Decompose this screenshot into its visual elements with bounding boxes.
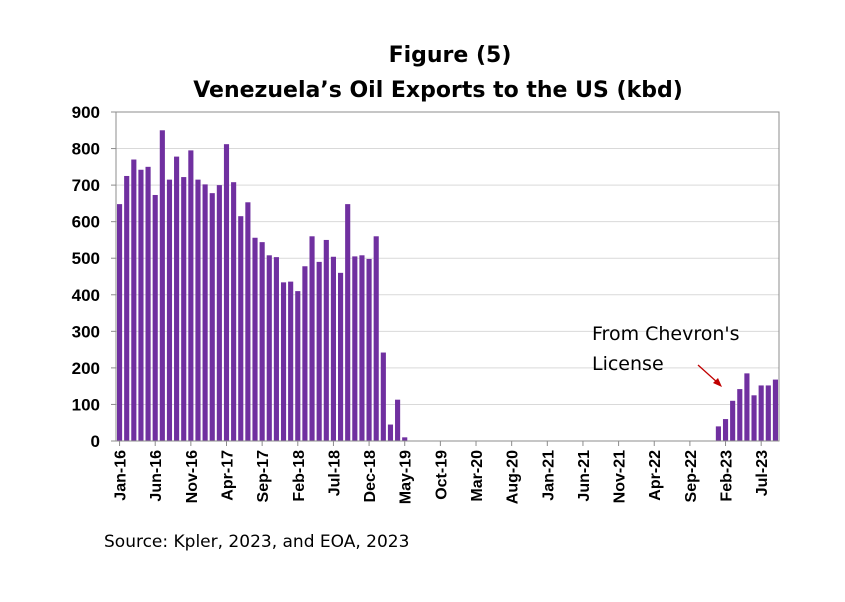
y-tick-label: 800 [72,140,100,159]
bar [159,130,165,441]
plot-frame [115,111,780,442]
x-tick-label: Nov-16 [184,450,201,503]
y-tick-label: 100 [72,395,100,414]
bar [145,166,151,441]
bar [765,385,771,441]
x-tick-label: Apr-17 [220,450,237,501]
bar [380,352,386,441]
bar [152,194,158,441]
source-note: Source: Kpler, 2023, and EOA, 2023 [104,532,409,552]
bar [352,256,358,441]
y-tick-label: 200 [72,359,100,378]
y-tick-label: 700 [72,176,100,195]
bar [223,144,230,442]
y-tick-label: 600 [72,213,100,232]
bar [373,236,379,441]
bar [181,177,187,441]
bar [131,159,137,441]
bar [402,437,408,441]
bar [195,179,201,441]
y-axis-ticks: 0 100 200 300 400 500 600 700 800 900 [72,103,116,451]
x-tick-label: Feb-23 [719,450,736,502]
bar [330,256,336,441]
x-tick-label: Jun-16 [148,450,165,502]
annotation-arrow [697,364,722,387]
chart-title: Figure (5) [389,43,512,68]
bar [366,258,372,441]
bar [751,395,757,441]
x-tick-label: Aug-20 [505,450,522,504]
bar [772,379,778,441]
bar [245,202,251,441]
y-tick-label: 500 [72,249,100,268]
annotation-line-1: From Chevron's [592,323,740,345]
bar [259,242,265,441]
bar [166,179,173,441]
bar [758,385,764,441]
x-tick-label: Sep-22 [683,450,700,503]
bar [387,424,394,441]
y-tick-label: 0 [91,432,100,451]
bar [295,291,301,441]
bar [338,272,344,441]
x-tick-label: Jan-16 [113,450,130,501]
bars [117,130,778,442]
annotation-line-2: License [592,353,664,375]
x-tick-label: Jul-18 [326,450,343,496]
bar [309,236,315,441]
gridlines [116,148,779,405]
x-tick-label: Jun-21 [576,450,593,502]
bar [737,389,743,441]
x-axis-ticks: Jan-16 Jun-16 Nov-16 Apr-17 Sep-17 Feb-18 Jul-… [113,441,771,504]
bar [316,261,322,441]
x-tick-label: May-19 [398,450,415,504]
bar [359,255,365,441]
bar [744,373,750,441]
x-tick-label: Mar-20 [469,450,486,502]
bar [288,281,294,441]
bar [174,156,180,441]
bar [395,399,401,441]
bar [280,282,287,441]
bar [715,426,721,441]
bar [730,400,736,441]
x-tick-label: Sep-17 [255,450,272,503]
bar [117,204,123,441]
bar [323,239,329,441]
x-tick-label: Jul-23 [754,450,771,496]
bar [209,193,215,441]
bar [273,257,279,441]
bar [138,169,144,441]
bar [188,150,194,441]
bar [266,255,272,441]
bar [345,204,351,441]
bar [722,419,729,441]
y-tick-label: 400 [72,286,100,305]
bar [124,175,130,441]
y-tick-label: 900 [72,103,100,122]
x-tick-label: Nov-21 [612,450,629,503]
x-tick-label: Dec-18 [362,450,379,503]
x-tick-label: Apr-22 [647,450,664,501]
x-tick-label: Feb-18 [291,450,308,502]
bar [252,237,258,441]
bar [202,184,208,441]
chart-subtitle: Venezuela’s Oil Exports to the US (kbd) [193,78,683,103]
bar [238,216,244,441]
x-tick-label: Oct-19 [433,450,450,500]
bar [302,266,308,441]
bar [231,182,237,441]
bar [216,185,222,441]
x-tick-label: Jan-21 [540,450,557,501]
y-tick-label: 300 [72,322,100,341]
